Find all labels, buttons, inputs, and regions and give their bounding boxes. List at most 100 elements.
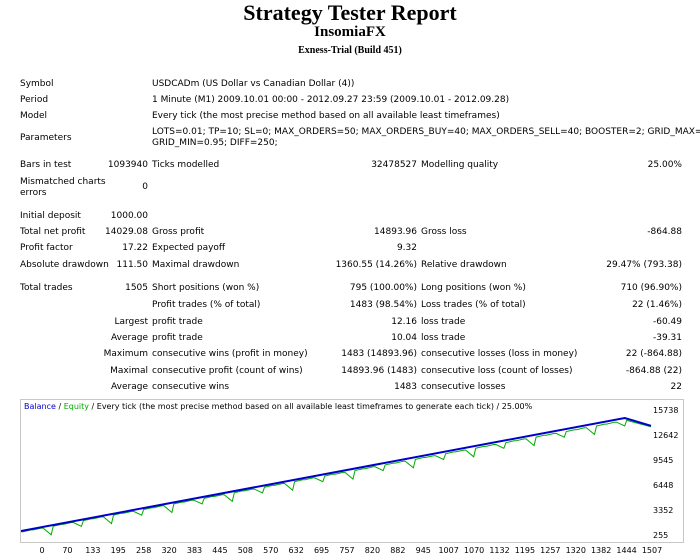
- long-positions-value: 710 (96.90%): [620, 283, 682, 293]
- mismatched-value: 0: [142, 182, 148, 192]
- average-consec-losses-label: consecutive losses: [421, 382, 506, 392]
- total-net-profit-value: 14029.08: [105, 227, 148, 237]
- legend-balance: Balance: [24, 402, 56, 411]
- x-tick-label: 1507: [641, 546, 663, 555]
- x-tick-label: 1444: [616, 546, 637, 555]
- equity-line: [21, 419, 652, 536]
- x-tick-label: 1070: [463, 546, 485, 555]
- largest-label: Largest: [114, 317, 148, 327]
- average-consec-wins-value: 1483: [394, 382, 417, 392]
- average-consec-label: Average: [111, 382, 148, 392]
- x-tick-label: 570: [263, 546, 279, 555]
- y-tick-label: 255: [653, 531, 669, 540]
- relative-drawdown-label: Relative drawdown: [421, 260, 507, 270]
- x-tick-label: 133: [85, 546, 101, 555]
- parameters-label: Parameters: [20, 133, 72, 143]
- profit-trades-value: 1483 (98.54%): [349, 300, 417, 310]
- average-loss-value: -39.31: [652, 333, 682, 343]
- x-tick-label: 1382: [590, 546, 612, 555]
- average-profit-value: 10.04: [391, 333, 417, 343]
- bars-value: 1093940: [107, 160, 148, 170]
- maximum-losses-value: 22 (-864.88): [625, 349, 682, 359]
- relative-drawdown-value: 29.47% (793.38): [606, 260, 682, 270]
- y-tick-label: 15738: [653, 406, 679, 415]
- largest-profit-label: profit trade: [152, 317, 203, 327]
- loss-trades-value: 22 (1.46%): [632, 300, 682, 310]
- quality-label: Modelling quality: [421, 160, 499, 170]
- total-net-profit-label: Total net profit: [20, 227, 86, 237]
- loss-trades-label: Loss trades (% of total): [421, 300, 526, 310]
- maximum-losses-label: consecutive losses (loss in money): [421, 349, 578, 359]
- x-tick-label: 320: [161, 546, 177, 555]
- mismatched-label-1: Mismatched charts: [20, 177, 106, 187]
- average-profit-label: profit trade: [152, 333, 203, 343]
- x-tick-label: 383: [186, 546, 203, 555]
- short-positions-label: Short positions (won %): [152, 283, 260, 293]
- y-tick-label: 12642: [653, 430, 679, 440]
- maximum-wins-label: consecutive wins (profit in money): [152, 349, 308, 359]
- bars-label: Bars in test: [20, 160, 72, 170]
- absolute-drawdown-value: 111.50: [116, 260, 149, 270]
- chart-plot-area: [21, 416, 652, 536]
- chart-legend: Balance / Equity / Every tick (the most …: [24, 402, 532, 412]
- gross-loss-value: -864.88: [647, 227, 682, 237]
- legend-equity: Equity: [63, 402, 89, 411]
- x-tick-label: 258: [136, 546, 152, 555]
- y-tick-label: 9545: [653, 455, 674, 465]
- x-tick-label: 882: [390, 546, 406, 555]
- x-tick-label: 632: [288, 546, 304, 555]
- largest-loss-value: -60.49: [652, 317, 682, 327]
- maximal-loss-label: consecutive loss (count of losses): [421, 366, 573, 376]
- x-tick-label: 70: [62, 546, 73, 555]
- short-positions-value: 795 (100.00%): [349, 283, 417, 293]
- period-value: 1 Minute (M1) 2009.10.01 00:00 - 2012.09…: [152, 95, 510, 105]
- maximum-wins-value: 1483 (14893.96): [341, 349, 417, 359]
- x-tick-label: 195: [110, 546, 126, 555]
- maximal-profit-value: 14893.96 (1483): [341, 366, 417, 376]
- initial-deposit-value: 1000.00: [110, 211, 148, 221]
- x-tick-label: 1007: [438, 546, 459, 555]
- x-tick-label: 445: [212, 546, 228, 555]
- x-tick-label: 1257: [540, 546, 561, 555]
- x-tick-label: 0: [39, 546, 45, 555]
- largest-loss-label: loss trade: [421, 317, 466, 327]
- maximal-label: Maximal: [110, 366, 148, 376]
- x-tick-label: 1320: [565, 546, 586, 555]
- average-consec-losses-value: 22: [670, 382, 682, 392]
- mismatched-label-2: errors: [20, 188, 47, 198]
- ticks-label: Ticks modelled: [152, 160, 220, 170]
- parameters-line2: GRID_MIN=0.95; DIFF=250;: [152, 138, 278, 148]
- profit-factor-value: 17.22: [122, 243, 148, 253]
- total-trades-value: 1505: [125, 283, 148, 293]
- total-trades-label: Total trades: [20, 283, 73, 293]
- largest-profit-value: 12.16: [391, 317, 417, 327]
- long-positions-label: Long positions (won %): [421, 283, 526, 293]
- legend-separator: /: [55, 402, 64, 411]
- expert-name: InsomiaFX: [314, 24, 386, 40]
- quality-value: 25.00%: [647, 160, 682, 170]
- x-tick-label: 757: [339, 546, 355, 555]
- average-label: Average: [111, 333, 148, 343]
- profit-trades-label: Profit trades (% of total): [152, 300, 261, 310]
- average-consec-wins-label: consecutive wins: [152, 382, 230, 392]
- expected-payoff-label: Expected payoff: [152, 243, 226, 253]
- parameters-line1: LOTS=0.01; TP=10; SL=0; MAX_ORDERS=50; M…: [152, 127, 700, 137]
- maximal-drawdown-label: Maximal drawdown: [152, 260, 240, 270]
- profit-factor-label: Profit factor: [20, 243, 73, 253]
- balance-equity-chart: Balance / Equity / Every tick (the most …: [20, 399, 684, 543]
- model-value: Every tick (the most precise method base…: [152, 111, 500, 121]
- balance-line: [21, 416, 652, 532]
- gross-profit-value: 14893.96: [374, 227, 417, 237]
- x-tick-label: 1132: [489, 546, 510, 555]
- y-tick-label: 6448: [653, 481, 674, 490]
- x-tick-label: 1195: [514, 546, 536, 555]
- symbol-value: USDCADm (US Dollar vs Canadian Dollar (4…: [152, 79, 355, 89]
- y-tick-label: 3352: [653, 505, 674, 515]
- model-label: Model: [20, 111, 48, 121]
- ticks-value: 32478527: [371, 160, 417, 170]
- x-tick-label: 695: [313, 546, 330, 555]
- maximum-label: Maximum: [103, 349, 148, 359]
- x-tick-label: 508: [237, 546, 253, 555]
- average-loss-label: loss trade: [421, 333, 466, 343]
- maximal-loss-value: -864.88 (22): [625, 366, 682, 376]
